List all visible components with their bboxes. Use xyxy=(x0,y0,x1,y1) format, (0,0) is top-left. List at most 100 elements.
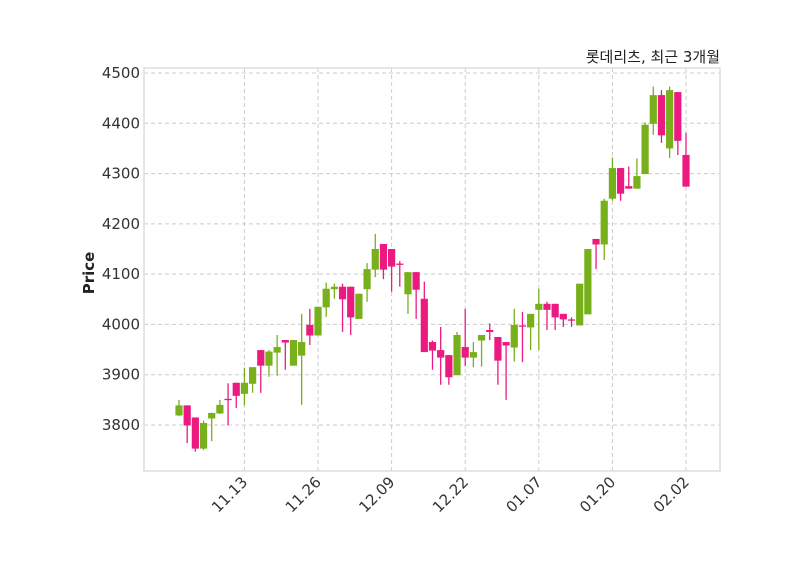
candle-up xyxy=(298,313,306,405)
candle-down xyxy=(592,238,600,270)
candle-down xyxy=(682,132,690,187)
candle-up xyxy=(666,86,674,158)
candle-up xyxy=(314,306,322,336)
candle-body xyxy=(232,382,240,396)
candle-body xyxy=(502,342,510,346)
candle-body xyxy=(199,422,208,449)
y-tick-label: 4200 xyxy=(102,215,140,233)
candle-up xyxy=(576,283,584,326)
candle-body xyxy=(666,90,674,149)
candle-down xyxy=(347,286,355,335)
candle-up xyxy=(175,399,183,416)
candle-body xyxy=(281,340,289,343)
chart-title: 롯데리츠, 최근 3개월 xyxy=(586,48,720,66)
candle-down xyxy=(281,340,289,370)
candle-body xyxy=(559,313,567,320)
y-tick-label: 4100 xyxy=(102,265,140,283)
candle-up xyxy=(240,367,249,406)
y-tick-label: 3900 xyxy=(102,366,140,384)
candle-down xyxy=(428,340,437,370)
candle-up xyxy=(371,233,379,278)
candle-body xyxy=(608,168,617,199)
candle-up xyxy=(265,350,273,377)
candle-up xyxy=(330,283,338,299)
candle-body xyxy=(649,95,657,124)
candle-down xyxy=(191,417,199,452)
candle-body xyxy=(224,398,232,401)
candle-up xyxy=(510,308,518,362)
candle-up xyxy=(208,412,216,442)
candle-body xyxy=(510,324,518,348)
y-axis-label: Price xyxy=(80,252,98,295)
y-tick-label: 4400 xyxy=(102,114,140,132)
candle-body xyxy=(420,298,428,353)
candle-body xyxy=(469,352,477,358)
candle-up xyxy=(608,157,617,201)
y-tick-label: 4300 xyxy=(102,165,140,183)
candle-body xyxy=(600,200,608,245)
candle-down xyxy=(437,326,445,385)
candle-body xyxy=(183,405,191,426)
candle-body xyxy=(461,347,469,358)
candle-body xyxy=(273,347,281,353)
candle-up xyxy=(649,86,657,135)
candle-body xyxy=(175,405,183,416)
candle-down xyxy=(183,405,191,444)
candle-body xyxy=(641,124,649,175)
plot-frame xyxy=(143,67,721,472)
candle-down xyxy=(543,301,551,330)
candle-down xyxy=(338,283,347,332)
candle-up xyxy=(199,420,208,451)
candle-down xyxy=(616,168,625,201)
candle-body xyxy=(240,382,249,394)
candle-body xyxy=(657,95,666,136)
candle-body xyxy=(584,249,592,315)
candle-body xyxy=(445,355,453,378)
y-tick-label: 3800 xyxy=(102,416,140,434)
candle-up xyxy=(600,198,608,261)
candle-down xyxy=(388,249,396,292)
candle-up xyxy=(469,342,477,368)
candle-down xyxy=(461,308,469,367)
candle-body xyxy=(633,176,641,189)
candle-up xyxy=(216,399,224,414)
candle-body xyxy=(191,417,199,449)
candle-up xyxy=(641,122,649,175)
candle-up xyxy=(404,272,412,314)
candle-up xyxy=(453,331,461,376)
candle-body xyxy=(388,249,396,267)
candle-down xyxy=(674,92,682,155)
candle-body xyxy=(396,263,404,265)
candle-down xyxy=(551,303,559,330)
candle-up xyxy=(273,334,281,376)
candle-down xyxy=(445,355,453,385)
candle-body xyxy=(576,283,584,326)
candle-body xyxy=(289,340,298,366)
candle-up xyxy=(248,367,257,393)
candle-body xyxy=(674,92,682,141)
candle-body xyxy=(428,342,437,351)
y-tick-label: 4500 xyxy=(102,64,140,82)
candle-body xyxy=(518,325,527,327)
candle-up xyxy=(355,293,363,319)
candle-body xyxy=(216,404,224,414)
candle-body xyxy=(363,269,371,290)
candle-body xyxy=(347,286,355,318)
candle-body xyxy=(314,306,322,336)
candle-up xyxy=(527,313,535,351)
candle-body xyxy=(535,303,543,310)
candle-down xyxy=(502,342,510,400)
candle-up xyxy=(584,249,592,315)
candle-down xyxy=(494,337,502,385)
candle-up xyxy=(322,282,330,317)
candle-down xyxy=(625,166,633,189)
candle-body xyxy=(551,303,559,318)
candle-body xyxy=(379,243,388,270)
candle-body xyxy=(298,342,306,356)
candle-body xyxy=(208,412,216,419)
candle-body xyxy=(527,313,535,328)
candle-body xyxy=(682,154,690,187)
y-tick-label: 4000 xyxy=(102,315,140,333)
candle-down xyxy=(396,261,404,287)
